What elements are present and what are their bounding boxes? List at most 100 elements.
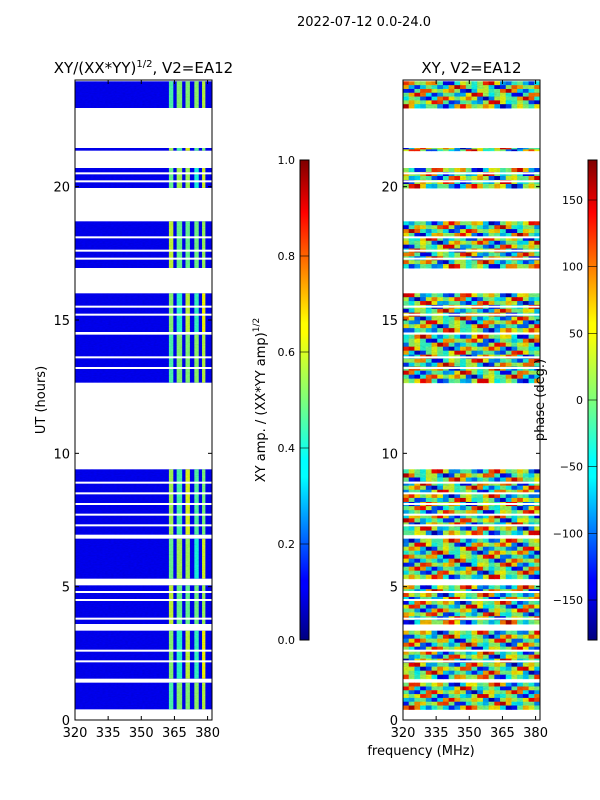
block-texture: [75, 81, 212, 108]
gap-line: [403, 257, 540, 260]
amplitude-panel: XY/(XX*YY)1/2, V2=EA12 320 335 350 365 380 0 5…: [34, 59, 233, 741]
x-tick-label: 350: [457, 726, 482, 741]
gap-line: [75, 481, 212, 484]
gap-line: [403, 356, 540, 359]
gap-line: [403, 367, 540, 369]
y-tick-label: 10: [381, 447, 398, 462]
colorbar-tick-label: 0.2: [278, 538, 296, 551]
y-tick-label: 0: [62, 714, 70, 729]
x-tick-label: 365: [162, 726, 187, 741]
gap-line: [403, 172, 540, 175]
phase-panel-title: XY, V2=EA12: [421, 59, 521, 77]
x-tick-label: 380: [523, 726, 548, 741]
data-block: [75, 585, 212, 624]
phase-colorbar: −150 −100 −50 0 50 100 150 phase (deg.): [533, 159, 598, 641]
gap-line: [75, 257, 212, 260]
gap-line: [75, 617, 212, 620]
y-tick-label: 5: [390, 581, 398, 596]
y-tick-label: 0: [390, 714, 398, 729]
gap-line: [403, 503, 540, 505]
gap-line: [403, 649, 540, 652]
block-texture: [403, 682, 540, 710]
gap-line: [403, 180, 540, 183]
gap-line: [75, 492, 212, 495]
data-block: [75, 630, 212, 679]
amplitude-title-suffix: , V2=EA12: [152, 59, 233, 77]
gap-line: [403, 249, 540, 252]
x-tick-label: 380: [195, 726, 220, 741]
gap-line: [75, 503, 212, 505]
data-block: [75, 538, 212, 579]
colorbar-tick-label: −100: [553, 527, 583, 540]
colorbar-tick-label: 0.0: [278, 634, 296, 647]
amplitude-colorbar-ticks: 0.0 0.2 0.4 0.6 0.8 1.0: [278, 154, 309, 647]
gap-line: [75, 367, 212, 369]
gap-line: [403, 492, 540, 495]
block-texture: [75, 469, 212, 535]
data-block: [75, 221, 212, 268]
x-tick-label: 320: [63, 726, 88, 741]
colorbar-tick-label: 150: [562, 194, 583, 207]
data-block: [403, 168, 541, 189]
colorbar-tick-label: 0: [576, 394, 583, 407]
block-texture: [75, 630, 212, 679]
phase-panel: XY, V2=EA12 320 335 350 365 380 0 5 10 15 20: [381, 59, 548, 741]
amplitude-colorbar-gradient: [299, 159, 310, 641]
block-texture: [403, 293, 540, 332]
gap-line: [403, 660, 540, 663]
gap-line: [403, 591, 540, 593]
data-block: [403, 81, 541, 109]
amplitude-title-exponent: 1/2: [136, 59, 152, 70]
data-block: [75, 682, 212, 710]
data-block: [75, 469, 212, 535]
block-texture: [75, 334, 212, 383]
amplitude-heatmap: [75, 81, 212, 710]
phase-heatmap: [403, 81, 541, 710]
gap-line: [403, 599, 540, 601]
amplitude-colorbar: 0.0 0.2 0.4 0.6 0.8 1.0 XY amp. / (XX*YY amp)…: [252, 154, 310, 647]
data-block: [75, 293, 212, 332]
data-block: [403, 221, 541, 269]
gap-line: [75, 172, 212, 175]
phase-axis-ticks: 320 335 350 365 380 0 5 10 15 20: [381, 80, 548, 741]
gap-line: [403, 513, 540, 516]
phase-colorbar-ticks: −150 −100 −50 0 50 100 150: [553, 194, 597, 607]
colorbar-tick-label: 0.6: [278, 346, 296, 359]
colorbar-tick-label: −50: [560, 461, 583, 474]
gap-line: [75, 180, 212, 183]
gap-line: [75, 313, 212, 316]
block-texture: [75, 221, 212, 268]
data-block: [403, 538, 541, 580]
block-texture: [403, 81, 540, 108]
gap-line: [75, 305, 212, 308]
colorbar-tick-label: 50: [569, 327, 583, 340]
data-block: [403, 293, 541, 333]
block-texture: [75, 682, 212, 710]
amplitude-axis-ticks: 320 335 350 365 380 0 5 10 15 20: [53, 80, 220, 741]
gap-line: [75, 599, 212, 601]
figure-title: 2022-07-12 0.0-24.0: [297, 15, 431, 30]
block-texture: [75, 293, 212, 332]
amplitude-ylabel: UT (hours): [34, 366, 49, 434]
gap-line: [75, 236, 212, 239]
gap-line: [75, 649, 212, 652]
phase-axes-frame: [402, 79, 541, 721]
x-tick-label: 365: [490, 726, 515, 741]
amplitude-axes-frame: [74, 79, 213, 721]
data-block: [75, 168, 212, 188]
data-block: [403, 148, 541, 152]
y-tick-label: 20: [381, 181, 398, 196]
gap-line: [75, 524, 212, 527]
colorbar-tick-label: 100: [562, 261, 583, 274]
y-tick-label: 15: [53, 314, 70, 329]
block-texture: [403, 630, 540, 679]
gap-line: [75, 249, 212, 252]
colorbar-tick-label: 1.0: [278, 154, 296, 167]
x-tick-label: 350: [129, 726, 154, 741]
colorbar-tick-label: 0.4: [278, 442, 296, 455]
block-texture: [403, 148, 540, 151]
y-tick-label: 5: [62, 581, 70, 596]
data-block: [75, 81, 212, 108]
amplitude-colorbar-label-exponent: 1/2: [252, 318, 262, 332]
